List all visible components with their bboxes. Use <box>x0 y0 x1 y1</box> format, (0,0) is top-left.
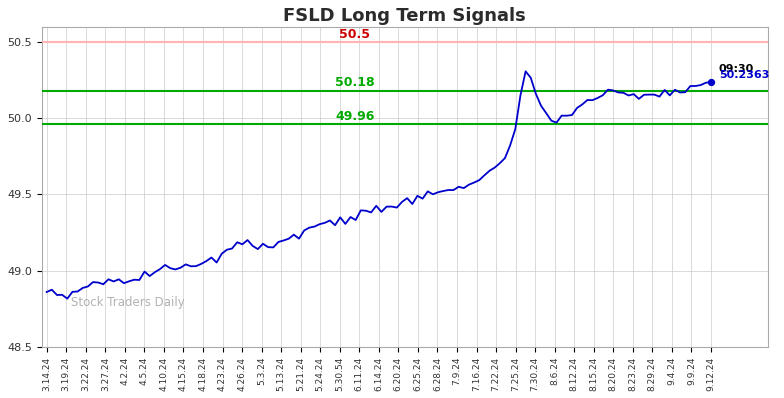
Point <box>705 79 717 85</box>
Text: 50.18: 50.18 <box>335 76 375 90</box>
Text: 09:30: 09:30 <box>719 64 754 74</box>
Title: FSLD Long Term Signals: FSLD Long Term Signals <box>283 7 526 25</box>
Text: 49.96: 49.96 <box>335 110 374 123</box>
Text: 50.2363: 50.2363 <box>719 70 769 80</box>
Text: 50.5: 50.5 <box>339 27 370 41</box>
Text: Stock Traders Daily: Stock Traders Daily <box>71 295 184 308</box>
